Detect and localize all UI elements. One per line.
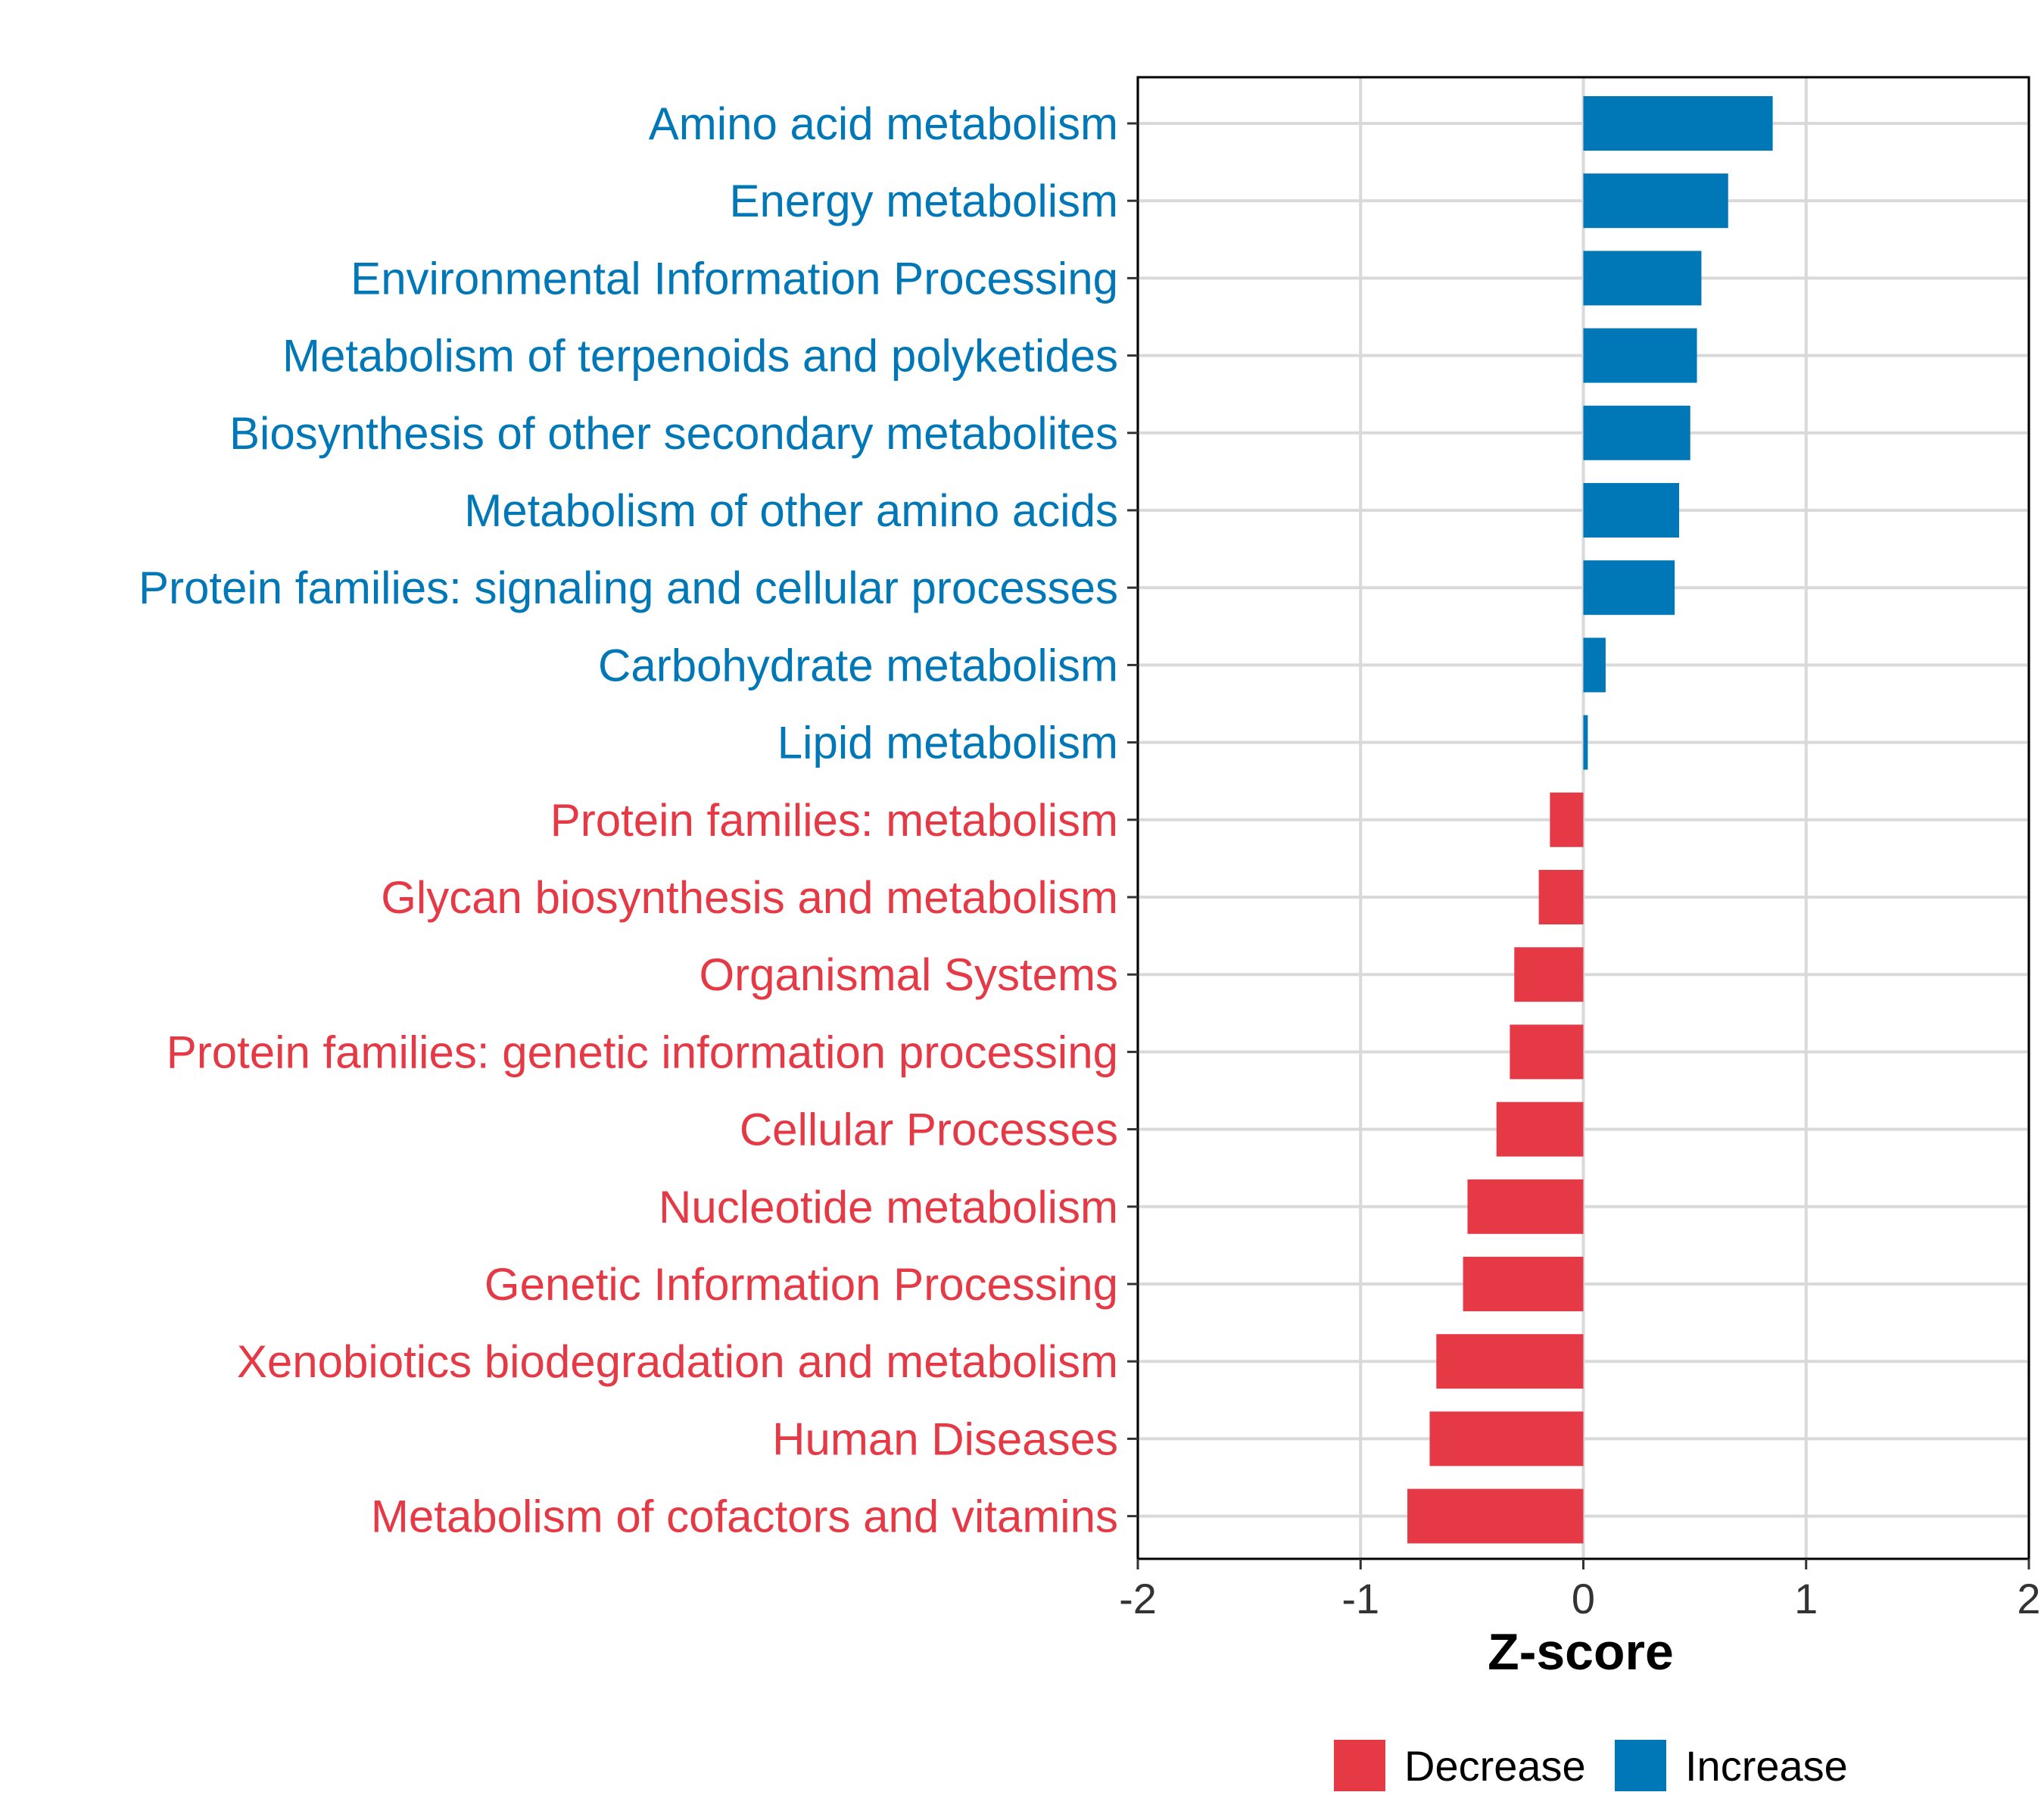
category-label: Energy metabolism <box>729 176 1118 226</box>
category-label: Organismal Systems <box>700 949 1118 1000</box>
bar <box>1407 1488 1584 1544</box>
bar <box>1436 1334 1584 1389</box>
x-tick-label: 0 <box>1572 1575 1595 1622</box>
x-axis-title: Z-score <box>1488 1623 1674 1681</box>
legend-label: Increase <box>1685 1742 1848 1790</box>
y-tick-layer <box>1127 122 1138 1518</box>
category-label: Nucleotide metabolism <box>659 1182 1118 1233</box>
category-label: Lipid metabolism <box>777 718 1118 768</box>
x-tick-label: -2 <box>1119 1575 1157 1622</box>
category-label: Human Diseases <box>772 1413 1118 1464</box>
x-tick-label: 2 <box>2017 1575 2040 1622</box>
bar-layer <box>1407 96 1773 1544</box>
bar <box>1429 1411 1584 1466</box>
x-tick-label: 1 <box>1794 1575 1818 1622</box>
category-label: Glycan biosynthesis and metabolism <box>381 872 1118 923</box>
category-label: Cellular Processes <box>740 1105 1118 1155</box>
category-label: Amino acid metabolism <box>649 98 1118 149</box>
category-label: Protein families: genetic information pr… <box>167 1027 1118 1077</box>
category-label: Genetic Information Processing <box>485 1259 1118 1310</box>
category-label: Protein families: metabolism <box>550 795 1118 846</box>
category-label: Biosynthesis of other secondary metaboli… <box>229 408 1118 459</box>
bar <box>1583 715 1588 770</box>
bar <box>1510 1024 1584 1080</box>
category-label: Metabolism of other amino acids <box>464 485 1118 536</box>
x-tick-layer: -2 -1 0 1 2 <box>1119 1559 2041 1622</box>
bar <box>1583 637 1606 693</box>
bar <box>1583 173 1728 229</box>
bar <box>1550 792 1584 847</box>
bar <box>1583 251 1702 306</box>
bar <box>1463 1257 1584 1311</box>
bar <box>1583 560 1675 616</box>
category-label: Environmental Information Processing <box>351 253 1118 304</box>
category-label: Carbohydrate metabolism <box>598 640 1118 690</box>
bar <box>1583 405 1690 460</box>
category-label: Metabolism of terpenoids and polyketides <box>282 331 1118 382</box>
bar <box>1583 328 1697 383</box>
y-label-layer: Amino acid metabolism Energy metabolism En… <box>139 98 1118 1542</box>
legend-label: Decrease <box>1404 1742 1586 1790</box>
bar <box>1583 96 1773 151</box>
bar <box>1514 947 1584 1002</box>
category-label: Metabolism of cofactors and vitamins <box>371 1491 1118 1542</box>
category-label: Protein families: signaling and cellular… <box>139 563 1118 613</box>
category-label: Xenobiotics biodegradation and metabolis… <box>237 1336 1118 1387</box>
legend-swatch <box>1615 1740 1666 1791</box>
bar <box>1538 870 1584 924</box>
bar <box>1496 1102 1584 1157</box>
bar <box>1467 1179 1584 1234</box>
legend-swatch <box>1334 1740 1385 1791</box>
bar <box>1583 483 1680 538</box>
legend: Decrease Increase <box>1334 1740 1848 1791</box>
x-tick-label: -1 <box>1341 1575 1379 1622</box>
